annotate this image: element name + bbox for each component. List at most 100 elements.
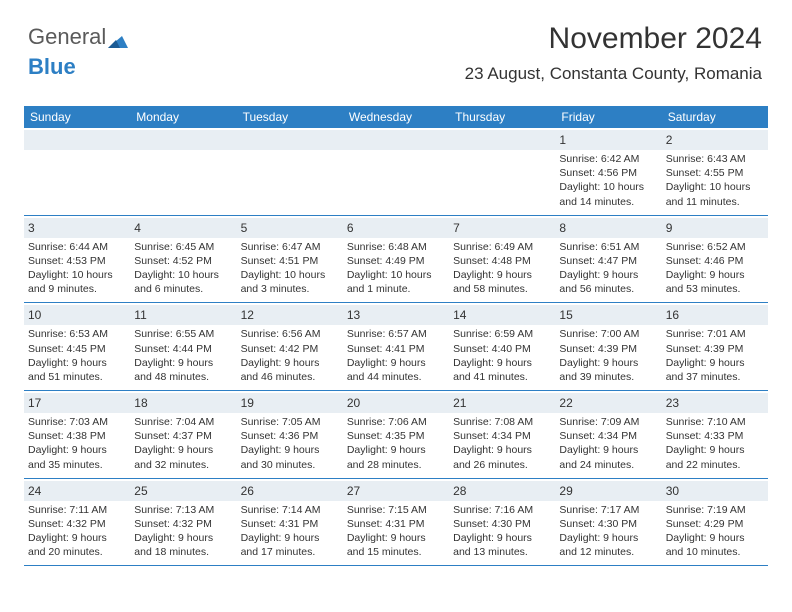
day-info-line: Daylight: 9 hours [28, 531, 126, 545]
day-info-line: Sunset: 4:52 PM [134, 254, 232, 268]
day-info-line: Sunrise: 7:05 AM [241, 415, 339, 429]
day-info-line: and 14 minutes. [559, 195, 657, 209]
day-info: Sunrise: 6:42 AMSunset: 4:56 PMDaylight:… [559, 152, 657, 209]
day-info-line: Sunset: 4:34 PM [453, 429, 551, 443]
day-number-row: 15 [555, 305, 661, 325]
day-info-line: and 13 minutes. [453, 545, 551, 559]
day-info-line: and 46 minutes. [241, 370, 339, 384]
day-info-line: Sunset: 4:46 PM [666, 254, 764, 268]
day-number-row: 29 [555, 481, 661, 501]
day-info: Sunrise: 7:04 AMSunset: 4:37 PMDaylight:… [134, 415, 232, 472]
location: 23 August, Constanta County, Romania [465, 64, 762, 84]
day-number: 5 [241, 221, 248, 235]
calendar-day: 22Sunrise: 7:09 AMSunset: 4:34 PMDayligh… [555, 391, 661, 478]
day-info-line: Sunset: 4:48 PM [453, 254, 551, 268]
day-info: Sunrise: 6:55 AMSunset: 4:44 PMDaylight:… [134, 327, 232, 384]
day-number: 24 [28, 484, 41, 498]
calendar-day: 2Sunrise: 6:43 AMSunset: 4:55 PMDaylight… [662, 128, 768, 215]
day-info-line: Sunset: 4:39 PM [559, 342, 657, 356]
day-info-line: Daylight: 9 hours [28, 356, 126, 370]
day-info-line: Sunset: 4:41 PM [347, 342, 445, 356]
logo: General Blue [28, 24, 128, 80]
day-number: 20 [347, 396, 360, 410]
day-info: Sunrise: 6:51 AMSunset: 4:47 PMDaylight:… [559, 240, 657, 297]
day-info-line: Daylight: 10 hours [559, 180, 657, 194]
day-info-line: and 10 minutes. [666, 545, 764, 559]
day-info-line: Sunrise: 7:00 AM [559, 327, 657, 341]
calendar-day: 15Sunrise: 7:00 AMSunset: 4:39 PMDayligh… [555, 303, 661, 390]
day-number: 23 [666, 396, 679, 410]
calendar-week: 17Sunrise: 7:03 AMSunset: 4:38 PMDayligh… [24, 391, 768, 479]
day-info: Sunrise: 6:48 AMSunset: 4:49 PMDaylight:… [347, 240, 445, 297]
day-info-line: Sunset: 4:32 PM [134, 517, 232, 531]
calendar-day: 17Sunrise: 7:03 AMSunset: 4:38 PMDayligh… [24, 391, 130, 478]
day-info-line: Sunrise: 7:13 AM [134, 503, 232, 517]
day-info-line: Daylight: 9 hours [453, 356, 551, 370]
day-number: 3 [28, 221, 35, 235]
day-number: 4 [134, 221, 141, 235]
day-number: 19 [241, 396, 254, 410]
day-info-line: Daylight: 9 hours [134, 356, 232, 370]
day-info-line: Sunrise: 7:14 AM [241, 503, 339, 517]
day-info-line: Daylight: 9 hours [559, 443, 657, 457]
calendar-day: 11Sunrise: 6:55 AMSunset: 4:44 PMDayligh… [130, 303, 236, 390]
day-info-line: and 22 minutes. [666, 458, 764, 472]
day-number-row [343, 130, 449, 150]
day-info-line: and 12 minutes. [559, 545, 657, 559]
day-info-line: Sunrise: 6:53 AM [28, 327, 126, 341]
day-info-line: and 24 minutes. [559, 458, 657, 472]
day-info-line: Sunset: 4:39 PM [666, 342, 764, 356]
day-info-line: and 44 minutes. [347, 370, 445, 384]
day-info-line: Sunset: 4:38 PM [28, 429, 126, 443]
day-info: Sunrise: 6:43 AMSunset: 4:55 PMDaylight:… [666, 152, 764, 209]
day-number [134, 133, 137, 147]
day-info: Sunrise: 7:01 AMSunset: 4:39 PMDaylight:… [666, 327, 764, 384]
day-info: Sunrise: 7:03 AMSunset: 4:38 PMDaylight:… [28, 415, 126, 472]
calendar-day: 28 Sunrise: 7:16 AMSunset: 4:30 PMDayligh… [449, 479, 555, 566]
day-info-line: Sunrise: 6:55 AM [134, 327, 232, 341]
day-info-line: Daylight: 9 hours [347, 531, 445, 545]
day-info-line: Sunrise: 7:11 AM [28, 503, 126, 517]
day-number [241, 133, 244, 147]
calendar-week: 10Sunrise: 6:53 AMSunset: 4:45 PMDayligh… [24, 303, 768, 391]
day-info: Sunrise: 7:08 AMSunset: 4:34 PMDaylight:… [453, 415, 551, 472]
month-title: November 2024 [465, 22, 762, 56]
day-info: Sunrise: 7:00 AMSunset: 4:39 PMDaylight:… [559, 327, 657, 384]
day-info-line: and 17 minutes. [241, 545, 339, 559]
calendar-day: 30Sunrise: 7:19 AMSunset: 4:29 PMDayligh… [662, 479, 768, 566]
day-info: Sunrise: 7:15 AMSunset: 4:31 PMDaylight:… [347, 503, 445, 560]
day-info-line: and 37 minutes. [666, 370, 764, 384]
day-number-row: 3 [24, 218, 130, 238]
day-info-line: Daylight: 9 hours [453, 531, 551, 545]
day-info-line: Sunrise: 6:51 AM [559, 240, 657, 254]
day-info: Sunrise: 7:06 AMSunset: 4:35 PMDaylight:… [347, 415, 445, 472]
day-number: 26 [241, 484, 254, 498]
day-info: Sunrise: 6:47 AMSunset: 4:51 PMDaylight:… [241, 240, 339, 297]
day-number: 25 [134, 484, 147, 498]
logo-text-2: Blue [28, 54, 76, 79]
day-info-line: Daylight: 9 hours [134, 531, 232, 545]
day-number: 18 [134, 396, 147, 410]
day-info: Sunrise: 7:10 AMSunset: 4:33 PMDaylight:… [666, 415, 764, 472]
day-info-line: Sunset: 4:30 PM [453, 517, 551, 531]
weekday-header: Monday [130, 106, 236, 128]
day-number: 7 [453, 221, 460, 235]
day-info: Sunrise: 7:05 AMSunset: 4:36 PMDaylight:… [241, 415, 339, 472]
day-info-line: and 41 minutes. [453, 370, 551, 384]
day-number: 28 [453, 484, 466, 498]
day-info-line: Daylight: 9 hours [453, 268, 551, 282]
day-info-line: and 39 minutes. [559, 370, 657, 384]
day-info-line: Daylight: 9 hours [666, 356, 764, 370]
day-info-line: Sunset: 4:42 PM [241, 342, 339, 356]
day-info-line: and 30 minutes. [241, 458, 339, 472]
day-info-line: Daylight: 9 hours [347, 443, 445, 457]
day-info: Sunrise: 7:16 AMSunset: 4:30 PMDaylight:… [453, 503, 551, 560]
day-number: 29 [559, 484, 572, 498]
calendar-day: 29Sunrise: 7:17 AMSunset: 4:30 PMDayligh… [555, 479, 661, 566]
day-info: Sunrise: 6:57 AMSunset: 4:41 PMDaylight:… [347, 327, 445, 384]
day-number-row: 2 [662, 130, 768, 150]
day-info-line: Sunrise: 7:04 AM [134, 415, 232, 429]
day-number-row: 12 [237, 305, 343, 325]
day-number-row: 24 [24, 481, 130, 501]
calendar-day [237, 128, 343, 215]
